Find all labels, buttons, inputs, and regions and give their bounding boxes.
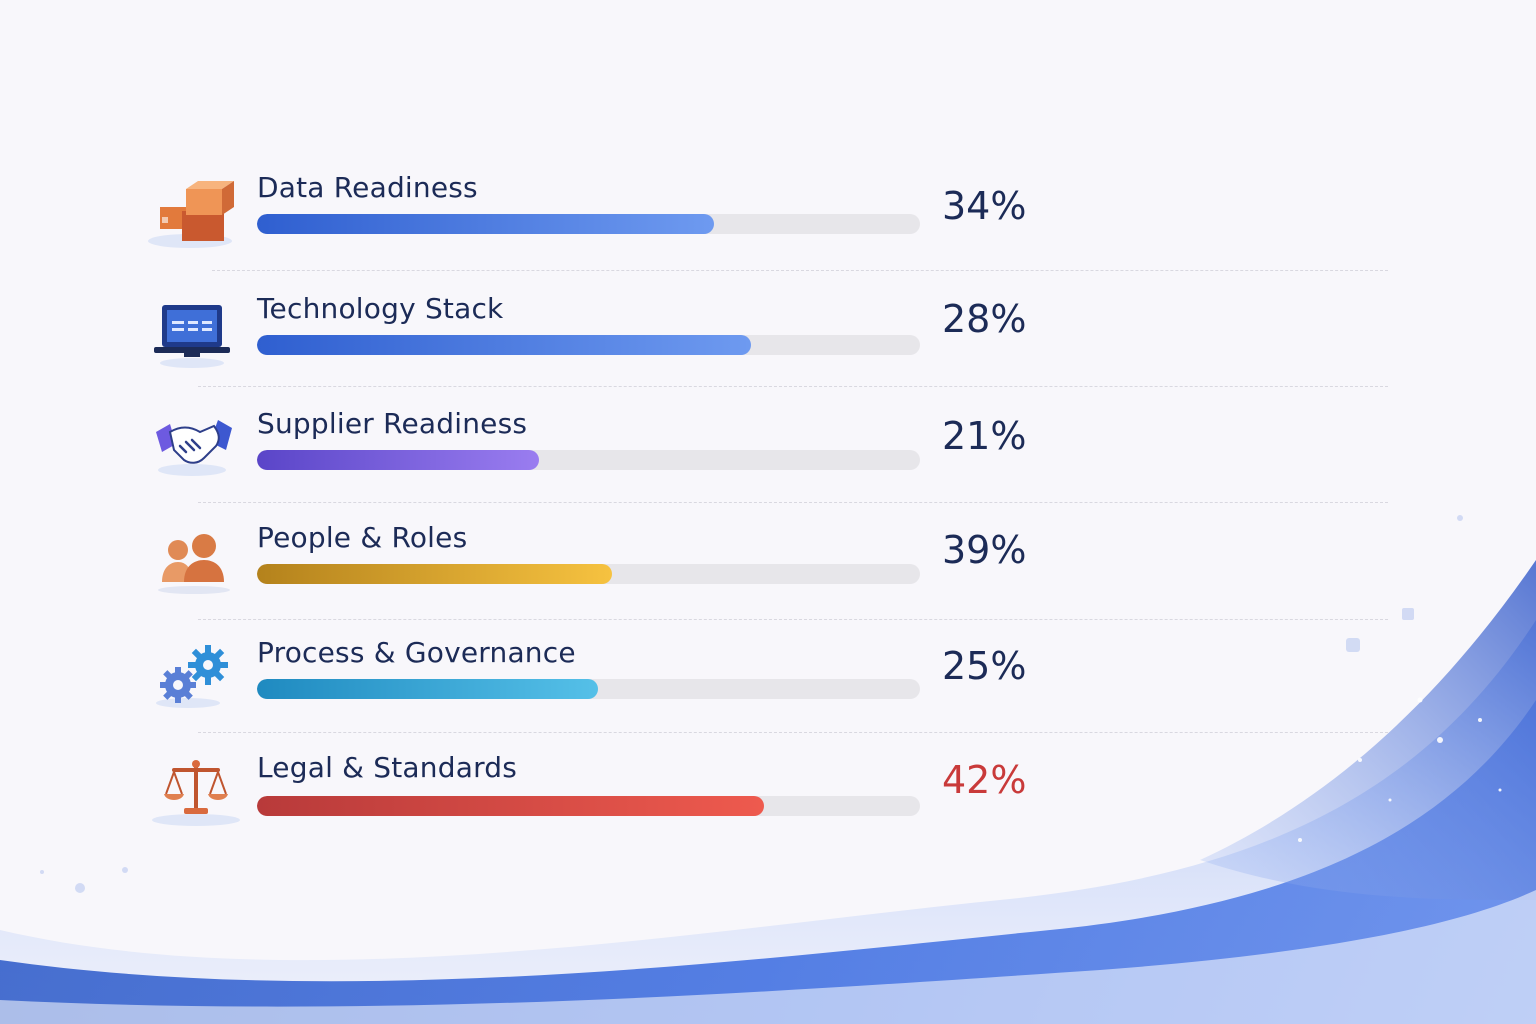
bar-label: Process & Governance bbox=[257, 636, 576, 669]
bar-value-label: 34% bbox=[942, 184, 1027, 228]
bar-label: Data Readiness bbox=[257, 171, 478, 204]
bar-fill bbox=[257, 335, 751, 355]
bar-track bbox=[257, 335, 920, 355]
row-divider bbox=[198, 619, 1388, 620]
bar-value-label: 25% bbox=[942, 644, 1027, 688]
bar-fill bbox=[257, 450, 539, 470]
bar-value-label: 39% bbox=[942, 528, 1027, 572]
bar-label: Technology Stack bbox=[257, 292, 504, 325]
handshake-icon bbox=[156, 420, 232, 476]
boxes-icon bbox=[148, 181, 234, 248]
bar-label: Supplier Readiness bbox=[257, 407, 528, 440]
people-icon bbox=[158, 534, 230, 594]
bar-row-data-readiness: Data Readiness 34% bbox=[0, 170, 1536, 290]
row-divider bbox=[198, 502, 1388, 503]
bar-value-label: 28% bbox=[942, 297, 1027, 341]
bar-track bbox=[257, 679, 920, 699]
bar-label: Legal & Standards bbox=[257, 751, 518, 784]
bar-track bbox=[257, 450, 920, 470]
bar-fill bbox=[257, 214, 715, 234]
bar-row-process-governance: Process & Governance 25% bbox=[0, 635, 1536, 755]
bar-track bbox=[257, 214, 920, 234]
gears-icon bbox=[156, 645, 228, 708]
row-divider bbox=[198, 732, 1388, 733]
row-divider bbox=[212, 270, 1388, 271]
bar-label: People & Roles bbox=[257, 521, 468, 554]
bar-row-technology-stack: Technology Stack 28% bbox=[0, 291, 1536, 411]
scales-icon bbox=[152, 760, 240, 826]
bar-track bbox=[257, 796, 920, 816]
bar-value-label: 21% bbox=[942, 414, 1027, 458]
bar-value-label: 42% bbox=[942, 758, 1027, 802]
bar-track bbox=[257, 564, 920, 584]
bar-fill bbox=[257, 796, 765, 816]
bar-fill bbox=[257, 679, 599, 699]
bar-row-people-roles: People & Roles 39% bbox=[0, 520, 1536, 640]
bar-row-supplier-readiness: Supplier Readiness 21% bbox=[0, 406, 1536, 526]
bar-fill bbox=[257, 564, 612, 584]
bar-row-legal-standards: Legal & Standards 42% bbox=[0, 750, 1536, 870]
laptop-icon bbox=[154, 305, 230, 368]
row-divider bbox=[198, 386, 1388, 387]
